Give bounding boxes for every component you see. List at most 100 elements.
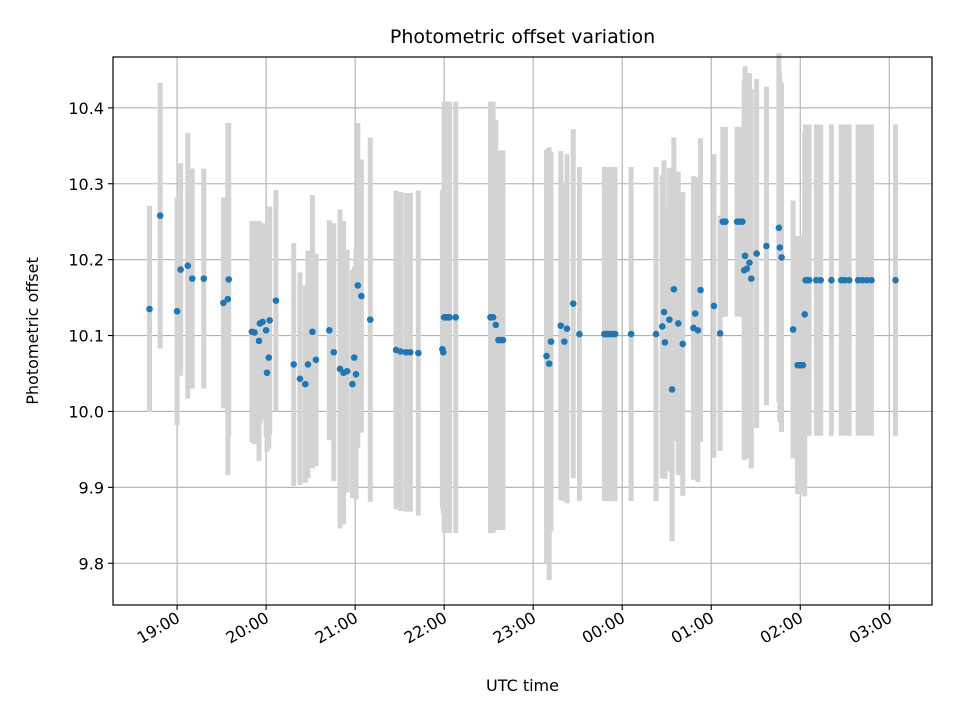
data-point <box>747 275 755 282</box>
data-point <box>177 266 184 273</box>
data-point <box>358 292 365 300</box>
data-point <box>352 370 360 378</box>
data-point <box>789 326 797 333</box>
data-point <box>660 308 668 316</box>
data-point <box>658 323 666 330</box>
y-axis-ticks: 9.8 9.9 10.0 10.1 10.2 10.3 10.4 <box>68 99 113 573</box>
x-axis-title: UTC time <box>486 676 559 695</box>
data-point <box>746 259 753 266</box>
data-point <box>661 339 669 346</box>
data-point <box>220 299 227 307</box>
y-tick-label: 10.3 <box>68 175 104 194</box>
data-point <box>366 316 374 323</box>
data-point <box>868 276 875 284</box>
data-point <box>563 325 571 333</box>
data-point <box>452 314 460 321</box>
y-tick-label: 9.9 <box>79 478 104 497</box>
data-point <box>710 302 718 310</box>
data-point <box>547 338 555 345</box>
data-point <box>173 307 181 315</box>
data-point <box>263 369 271 377</box>
data-point <box>722 218 729 226</box>
data-point <box>259 318 266 326</box>
data-point <box>290 361 298 368</box>
data-point <box>670 285 678 293</box>
data-point <box>146 305 153 313</box>
data-point <box>255 337 263 345</box>
chart-title: Photometric offset variation <box>390 26 655 48</box>
data-markers <box>146 212 899 393</box>
data-point <box>397 348 404 355</box>
data-point <box>312 356 320 364</box>
data-point <box>805 276 813 284</box>
data-point <box>763 242 770 250</box>
data-point <box>446 314 453 321</box>
data-point <box>350 354 358 361</box>
data-point <box>349 380 356 388</box>
data-point <box>296 375 304 383</box>
data-point <box>492 321 500 329</box>
data-point <box>561 338 568 345</box>
data-point <box>576 330 583 338</box>
data-point <box>225 276 233 283</box>
data-point <box>799 361 807 369</box>
data-point <box>674 320 682 327</box>
data-point <box>668 386 676 393</box>
data-point <box>326 326 333 334</box>
data-point <box>545 360 553 367</box>
data-point <box>739 218 746 226</box>
data-point <box>415 349 422 357</box>
data-point <box>266 317 273 324</box>
data-point <box>611 330 619 338</box>
data-point <box>272 297 280 304</box>
data-point <box>439 348 447 356</box>
y-axis-title: Photometric offset <box>23 257 42 405</box>
data-point <box>156 212 164 219</box>
data-point <box>200 275 208 282</box>
data-point <box>251 329 258 336</box>
data-point <box>817 276 825 284</box>
data-point <box>679 340 687 348</box>
data-point <box>543 352 550 360</box>
data-point <box>716 329 724 337</box>
data-point <box>652 330 660 338</box>
data-point <box>265 354 273 361</box>
data-point <box>499 336 507 344</box>
data-point <box>343 367 351 375</box>
data-point <box>743 265 751 273</box>
y-tick-label: 10.0 <box>68 402 104 421</box>
data-point <box>309 328 316 336</box>
data-point <box>801 311 808 318</box>
y-tick-label: 10.4 <box>68 99 104 118</box>
y-tick-label: 9.8 <box>79 554 104 573</box>
data-point <box>224 295 232 303</box>
data-point <box>184 262 192 270</box>
data-point <box>262 326 270 334</box>
data-point <box>778 254 785 261</box>
data-point <box>691 310 699 317</box>
data-point <box>304 361 312 368</box>
data-point <box>776 244 784 251</box>
data-point <box>666 316 673 323</box>
data-point <box>354 282 362 289</box>
data-point <box>694 326 702 334</box>
data-point <box>407 348 414 356</box>
y-tick-label: 10.1 <box>68 327 104 346</box>
data-point <box>828 276 835 284</box>
data-point <box>697 286 704 294</box>
data-point <box>753 250 760 257</box>
data-point <box>845 276 853 284</box>
data-point <box>301 380 309 388</box>
data-point <box>188 275 196 282</box>
data-point <box>489 314 497 321</box>
y-tick-label: 10.2 <box>68 251 104 270</box>
data-point <box>627 330 635 338</box>
data-point <box>892 276 899 284</box>
plot-frame <box>112 56 933 606</box>
data-point <box>775 224 783 232</box>
data-point <box>330 348 338 356</box>
data-point <box>557 322 565 329</box>
data-point <box>741 252 749 260</box>
data-point <box>569 300 577 307</box>
